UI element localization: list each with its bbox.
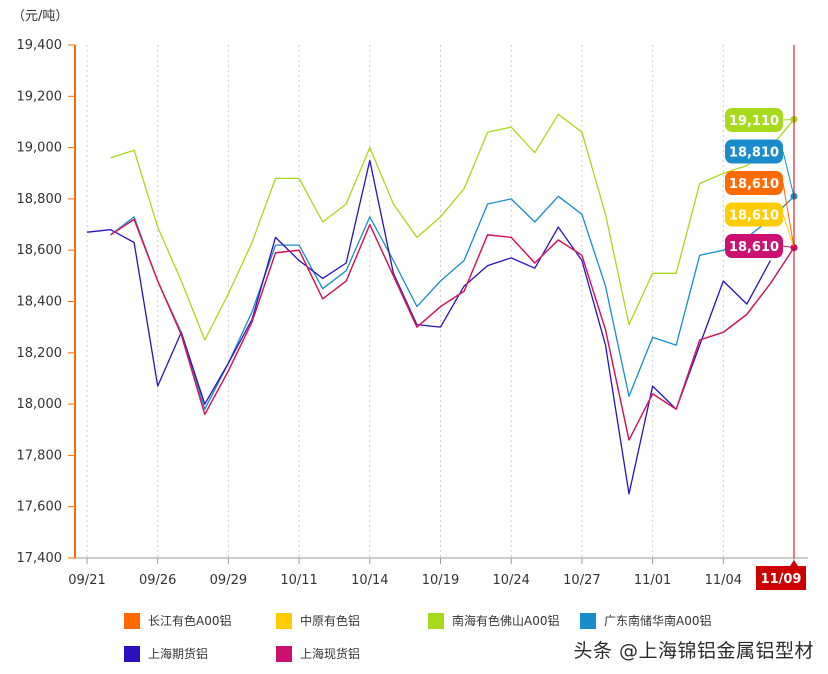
callout-leader-line: [782, 151, 795, 197]
current-date-cursor[interactable]: 11/09: [756, 45, 806, 590]
legend-swatch: [124, 612, 140, 629]
x-tick-label: 11/01: [634, 573, 671, 588]
x-tick-label: 09/29: [210, 573, 247, 588]
x-tick-label: 10/24: [492, 573, 529, 588]
value-callout-text: 19,110: [729, 114, 779, 129]
axes: 17,400 17,600 17,800 18,000 18,200 18,400 18,6…: [17, 38, 808, 588]
series-line: [86, 159, 771, 495]
legend-label: 中原有色铝: [300, 614, 361, 628]
y-tick-label: 18,800: [17, 192, 63, 207]
legend-swatch: [276, 645, 292, 662]
legend-label: 长江有色A00铝: [148, 614, 232, 628]
y-tick-label: 18,400: [17, 295, 63, 310]
y-tick-label: 17,400: [17, 551, 63, 566]
legend-swatch: [580, 612, 596, 629]
y-tick-label: 19,200: [17, 89, 63, 104]
x-tick-label: 11/04: [705, 573, 742, 588]
x-tick-label: 10/19: [422, 573, 459, 588]
callout-leader-line: [782, 182, 795, 248]
legend-label: 南海有色佛山A00铝: [452, 614, 560, 628]
series-line: [110, 218, 795, 441]
legend-item-changjiang[interactable]: 长江有色A00铝: [124, 612, 231, 629]
x-tick-label: 10/11: [280, 573, 317, 588]
value-callout-badge: [725, 234, 783, 258]
legend-item-shanghai-spot[interactable]: 上海现货铝: [276, 645, 360, 662]
legend-item-guangdong-nanchu[interactable]: 广东南储华南A00铝: [580, 612, 711, 629]
legend-item-shanghai-futures[interactable]: 上海期货铝: [124, 645, 208, 662]
value-callout-text: 18,610: [729, 177, 779, 192]
y-tick-label: 19,000: [17, 141, 63, 156]
cursor-date-badge: [756, 566, 806, 590]
callout-leader-line: [782, 214, 795, 248]
value-callout-badge: [725, 171, 783, 195]
legend-swatch: [276, 612, 292, 629]
y-tick-label: 19,400: [17, 38, 63, 53]
series-line: [110, 218, 795, 441]
legend-label: 广东南储华南A00铝: [604, 614, 712, 628]
y-tick-label: 18,000: [17, 397, 63, 412]
legend-label: 上海现货铝: [300, 647, 361, 661]
series-line: [110, 113, 795, 341]
value-callout-badge: [725, 139, 783, 164]
x-tick-label: 09/21: [68, 573, 105, 588]
value-callout-text: 18,810: [729, 146, 779, 161]
callout-leader-line: [782, 118, 795, 121]
value-callout-badge: [725, 108, 783, 132]
cursor-date-label: 11/09: [761, 572, 802, 587]
value-callouts: 18,610 18,610 19,110 18,810 18,610: [725, 108, 795, 258]
series-line: [110, 195, 795, 410]
y-tick-label: 17,600: [17, 500, 63, 515]
y-tick-label: 17,800: [17, 448, 63, 463]
legend-swatch: [428, 612, 444, 629]
x-tick-label: 10/27: [563, 573, 600, 588]
legend-item-nanhai-foshan[interactable]: 南海有色佛山A00铝: [428, 612, 559, 629]
value-callout-text: 18,610: [729, 209, 779, 224]
y-unit-label: （元/吨）: [12, 9, 68, 24]
legend-swatch: [124, 645, 140, 662]
watermark: 头条 @上海锦铝金属铝型材: [573, 640, 814, 662]
series-line: [110, 218, 795, 441]
value-callout-badge: [725, 202, 783, 227]
legend-label: 上海期货铝: [148, 647, 209, 661]
y-tick-label: 18,200: [17, 346, 63, 361]
grid: [86, 45, 795, 558]
x-tick-label: 09/26: [139, 573, 176, 588]
value-callout-text: 18,610: [729, 240, 779, 255]
callout-leader-line: [782, 245, 795, 249]
legend-item-zhongyuan[interactable]: 中原有色铝: [276, 612, 360, 629]
series-lines: [86, 113, 798, 495]
x-tick-label: 10/14: [351, 573, 388, 588]
cursor-pointer: [790, 560, 798, 566]
y-tick-label: 18,600: [17, 243, 63, 258]
